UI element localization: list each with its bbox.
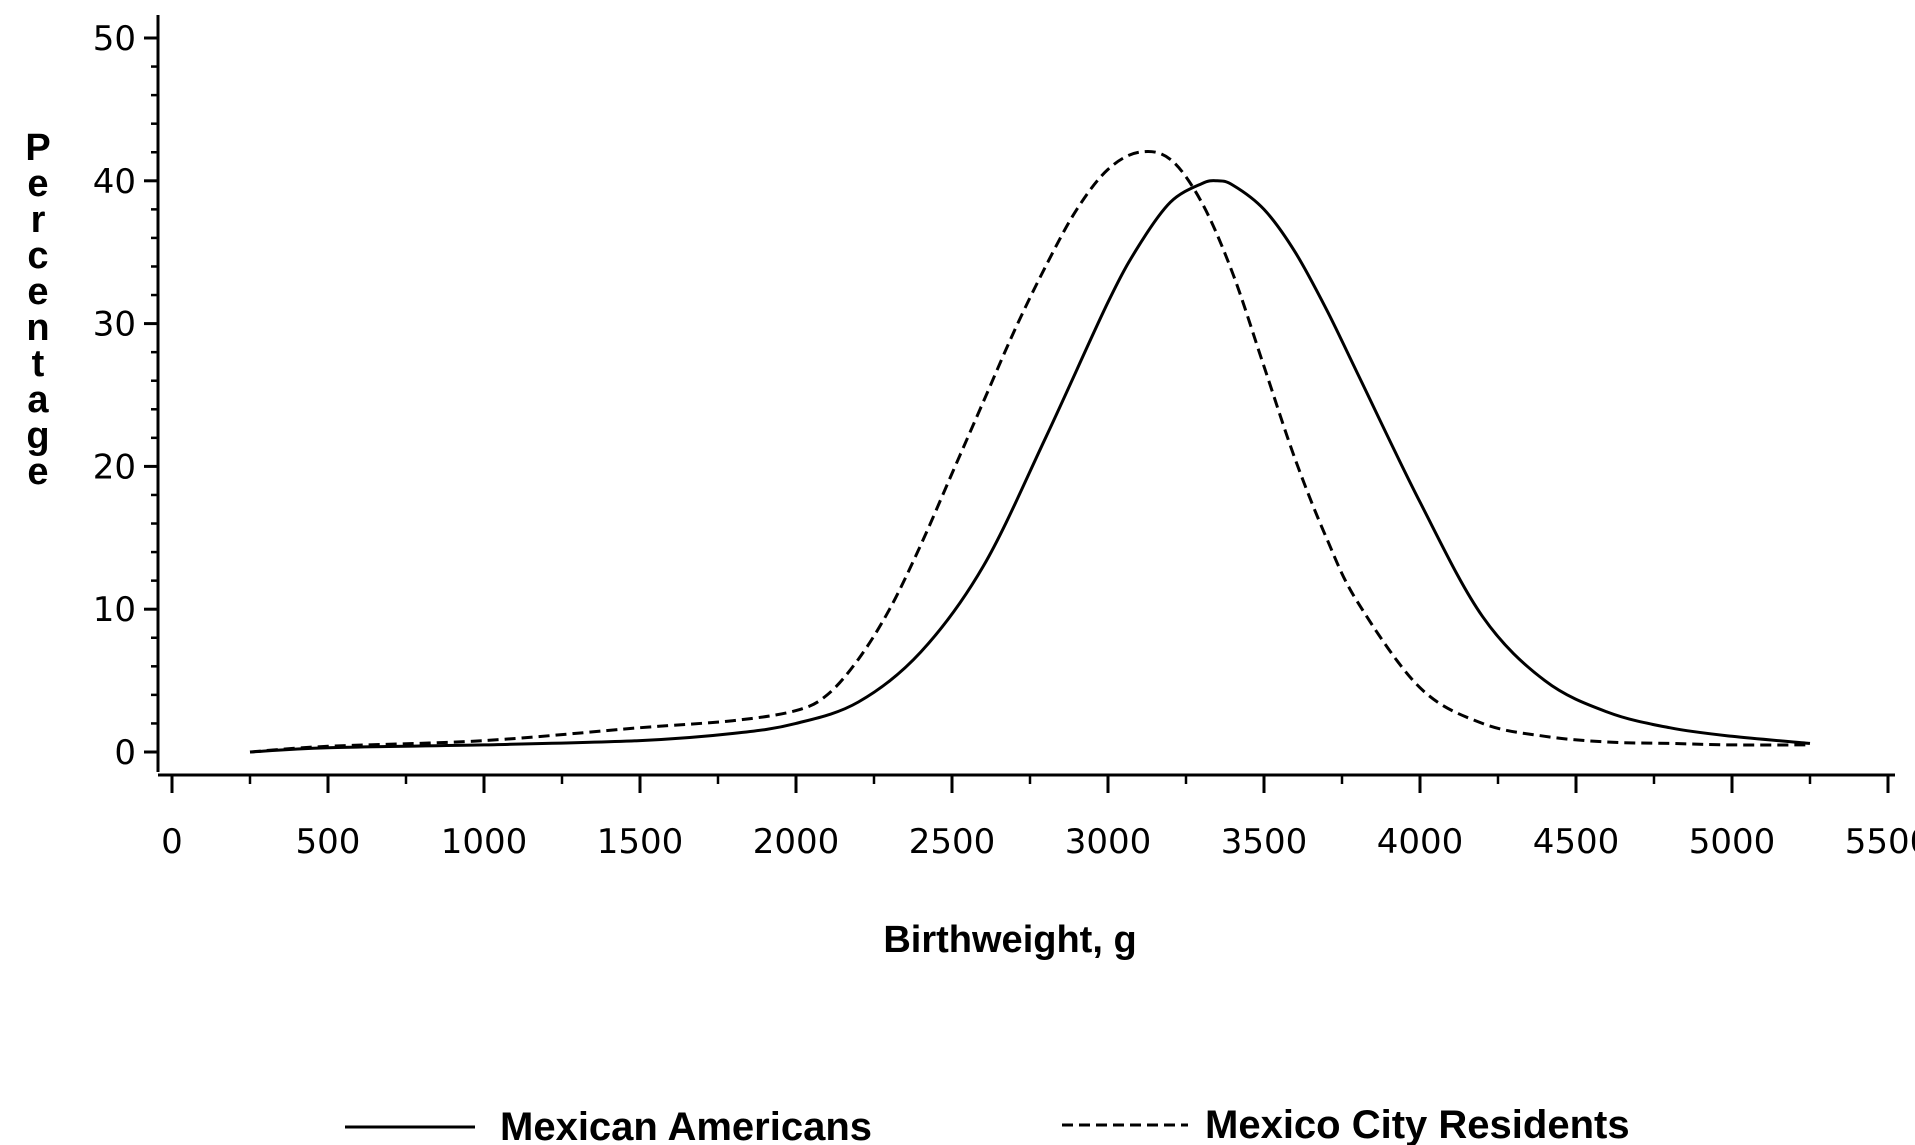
y-tick-label: 50: [93, 19, 136, 59]
y-axis-label-char: t: [32, 343, 45, 385]
y-axis-label-char: a: [27, 379, 49, 421]
x-tick-label: 3000: [1065, 822, 1152, 862]
legend-label: Mexico City Residents: [1205, 1103, 1630, 1145]
y-axis-label-char: e: [27, 163, 48, 205]
y-axis-label-char: c: [27, 235, 48, 277]
series-lines: [249, 149, 1811, 754]
x-tick-label: 4000: [1377, 822, 1464, 862]
x-tick-label: 0: [161, 822, 183, 862]
y-axis-label-char: r: [31, 199, 46, 241]
y-axis-label-char: n: [26, 307, 49, 349]
x-tick-label: 1000: [441, 822, 528, 862]
y-tick-label: 30: [93, 305, 136, 345]
x-tick-label: 3500: [1221, 822, 1308, 862]
series-line-mexican-americans: [249, 179, 1811, 754]
y-tick-label: 0: [114, 733, 136, 773]
x-tick-label: 500: [296, 822, 361, 862]
y-axis-label-char: P: [25, 127, 50, 169]
x-tick-label: 4500: [1533, 822, 1620, 862]
legend-entry-mexican-americans: Mexican Americans: [345, 1105, 872, 1145]
legend: Mexican Americans Mexico City Residents: [345, 1103, 1630, 1145]
y-axis-label-char: g: [26, 415, 49, 457]
legend-label: Mexican Americans: [500, 1105, 872, 1145]
x-axis: 0 500 1000 1500 2000 2500 3000 3500 4000 4500 5000…: [158, 773, 1915, 862]
x-tick-label: 5000: [1689, 822, 1776, 862]
y-tick-label: 40: [93, 162, 136, 202]
x-tick-label: 2500: [909, 822, 996, 862]
legend-entry-mexico-city-residents: Mexico City Residents: [1062, 1103, 1630, 1145]
series-line-mexico-city-residents: [249, 149, 1811, 754]
y-tick-label: 10: [93, 590, 136, 630]
x-tick-label: 2000: [753, 822, 840, 862]
x-tick-label: 1500: [597, 822, 684, 862]
x-tick-label: 5500: [1845, 822, 1915, 862]
y-axis: 0 10 20 30 40 50: [93, 15, 160, 773]
y-axis-label-char: e: [27, 271, 48, 313]
y-tick-label: 20: [93, 447, 136, 487]
y-axis-label-char: e: [27, 451, 48, 493]
x-axis-label: Birthweight, g: [883, 919, 1136, 961]
